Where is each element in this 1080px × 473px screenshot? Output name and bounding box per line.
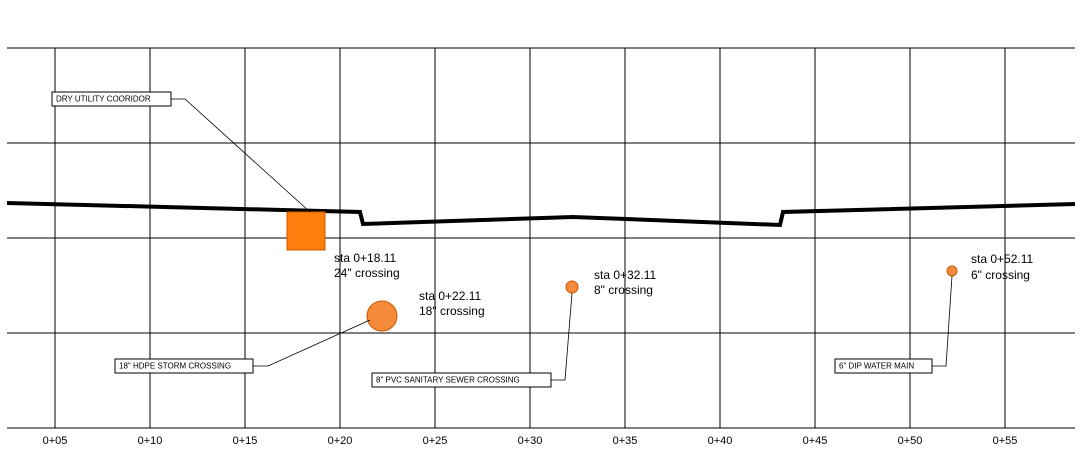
crossing-size: 6" crossing [971,268,1030,282]
callout-label: 8" PVC SANITARY SEWER CROSSING [376,376,520,385]
leader [253,319,371,367]
water-pipe [946,265,958,277]
callout-label: 18" HDPE STORM CROSSING [119,362,231,371]
crossing-size: 24" crossing [334,266,400,280]
leader [932,275,953,367]
utility-corridor [286,211,326,251]
crossing-size: 18" crossing [419,304,485,318]
station-label: 0+25 [423,435,448,447]
crossing-station: sta 0+52.11 [971,252,1033,266]
station-label: 0+30 [518,435,543,447]
crossing-station: sta 0+22.11 [419,289,481,303]
callout-box [114,358,254,374]
leader [551,292,573,381]
station-label: 0+35 [613,435,638,447]
crossing-station: sta 0+32.11 [594,268,656,282]
ground-profile [6,201,1076,228]
station-label: 0+55 [993,435,1018,447]
storm-pipe [366,300,398,332]
callout-box [834,358,933,374]
callout-label: DRY UTILITY COORIDOR [56,95,151,104]
station-label: 0+20 [328,435,353,447]
station-label: 0+50 [898,435,923,447]
callout-label: 6" DIP WATER MAIN [839,362,914,371]
station-label: 0+05 [43,435,68,447]
station-label: 0+15 [233,435,258,447]
grid [7,47,1075,429]
station-label: 0+45 [803,435,828,447]
leader [171,98,311,213]
crossing-station: sta 0+18.11 [334,251,396,265]
station-label: 0+40 [708,435,733,447]
crossing-size: 8" crossing [594,283,653,297]
station-label: 0+10 [138,435,163,447]
callout-box [51,91,172,107]
sewer-pipe [565,280,579,294]
callout-box [371,372,552,388]
